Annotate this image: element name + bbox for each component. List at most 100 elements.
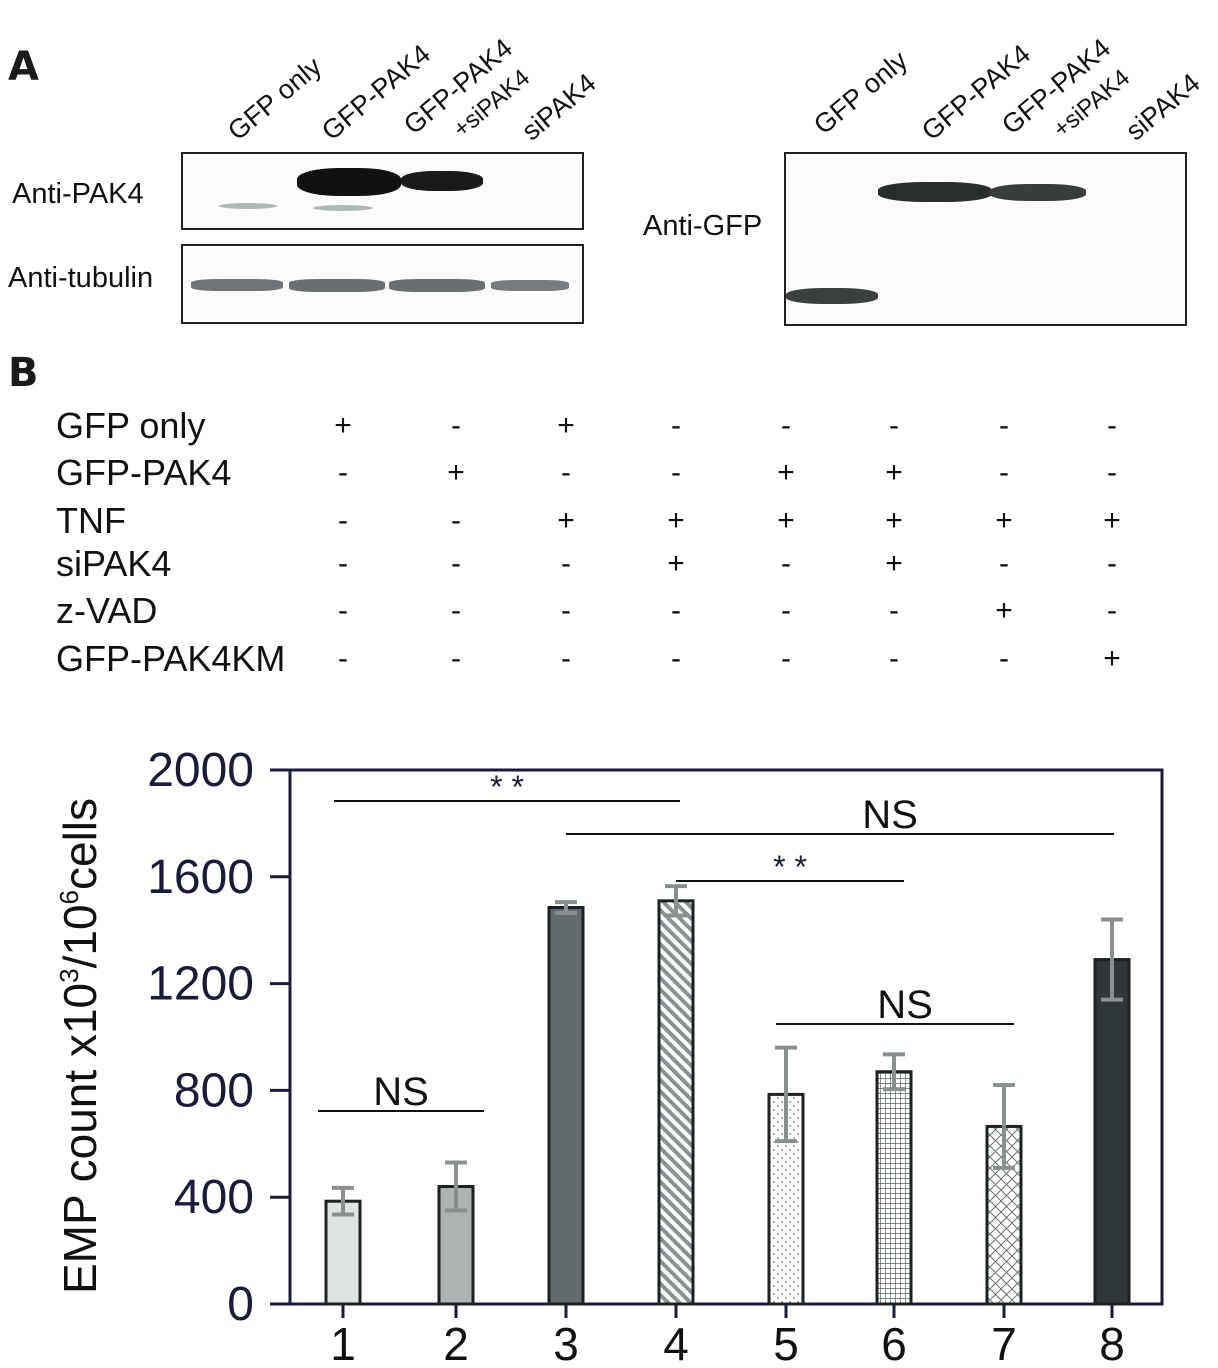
band — [219, 203, 277, 209]
treatment-sign: - — [1107, 456, 1117, 489]
treatment-sign: - — [671, 594, 681, 627]
y-tick-label: 1600 — [147, 851, 254, 904]
treatment-sign: - — [889, 594, 899, 627]
treatment-sign: - — [451, 642, 461, 675]
treatment-name: z-VAD — [56, 590, 158, 631]
plot-frame — [288, 768, 1164, 1306]
band — [786, 288, 878, 304]
treatment-sign: + — [885, 547, 903, 580]
anti-tubulin-blot — [181, 244, 584, 324]
band — [191, 279, 283, 291]
bar — [1093, 958, 1131, 1306]
treatment-sign: - — [671, 456, 681, 489]
y-tick-label: 800 — [174, 1064, 254, 1117]
treatment-sign: - — [1107, 547, 1117, 580]
y-axis-label-sup: 3 — [54, 968, 84, 982]
treatment-sign: + — [995, 594, 1013, 627]
lane-label: siPAK4 — [1120, 67, 1206, 147]
bar — [324, 1199, 362, 1306]
significance-label: NS — [877, 983, 933, 1027]
treatment-name: GFP-PAK4 — [56, 452, 232, 493]
x-tick-label: 3 — [553, 1318, 579, 1368]
treatment-sign: + — [667, 547, 685, 580]
treatment-sign: - — [338, 594, 348, 627]
anti-tubulin-label: Anti-tubulin — [8, 262, 154, 294]
treatment-sign: + — [557, 409, 575, 442]
y-axis-label: EMP count x103/106cells — [54, 798, 106, 1294]
band — [878, 182, 992, 202]
treatment-sign: - — [561, 456, 571, 489]
y-axis-label-part: cells — [54, 798, 106, 890]
treatment-sign: - — [338, 504, 348, 537]
x-tick-label: 2 — [443, 1318, 469, 1368]
y-tick-label: 0 — [227, 1278, 254, 1331]
bar — [657, 899, 695, 1306]
x-tick-label: 5 — [773, 1318, 799, 1368]
y-tick-label: 400 — [174, 1171, 254, 1224]
y-tick-label: 2000 — [147, 744, 254, 797]
x-tick-label: 6 — [881, 1318, 907, 1368]
treatment-name: TNF — [56, 500, 126, 541]
x-tick-label: 7 — [991, 1318, 1017, 1368]
anti-pak4-blot — [181, 152, 584, 230]
treatment-name: GFP-PAK4KM — [56, 638, 286, 679]
anti-pak4-label: Anti-PAK4 — [12, 178, 144, 210]
treatment-sign: - — [781, 642, 791, 675]
treatment-sign: - — [338, 547, 348, 580]
treatment-sign: + — [1103, 642, 1121, 675]
treatment-sign: + — [885, 504, 903, 537]
band — [313, 205, 373, 211]
x-tick-label: 8 — [1099, 1318, 1125, 1368]
y-axis-label-part: EMP count x10 — [54, 983, 106, 1294]
panel-label-a: A — [8, 44, 39, 90]
y-axis-label-sup: 6 — [54, 890, 84, 904]
treatment-sign: + — [447, 456, 465, 489]
treatment-sign: - — [889, 409, 899, 442]
treatment-sign: - — [999, 409, 1009, 442]
treatment-sign: - — [451, 594, 461, 627]
treatment-sign: + — [667, 504, 685, 537]
treatment-sign: - — [671, 409, 681, 442]
significance-label: NS — [862, 793, 918, 837]
treatment-sign: - — [451, 409, 461, 442]
treatment-sign: - — [451, 547, 461, 580]
treatment-sign: - — [561, 642, 571, 675]
significance-label: * * — [773, 849, 807, 885]
band — [297, 168, 401, 196]
treatment-sign: - — [561, 547, 571, 580]
treatment-sign: + — [777, 456, 795, 489]
panel-label-b: B — [8, 350, 39, 396]
treatment-sign: + — [334, 409, 352, 442]
treatment-name: siPAK4 — [56, 543, 172, 584]
treatment-sign: - — [451, 504, 461, 537]
treatment-sign: - — [889, 642, 899, 675]
band — [289, 279, 385, 292]
bar — [547, 906, 585, 1306]
bar-chart: 0 400 800 1200 1600 2000 EMP count x103/106cel… — [54, 744, 1164, 1368]
treatment-sign: + — [777, 504, 795, 537]
band — [491, 280, 569, 291]
significance-label: NS — [373, 1070, 429, 1114]
treatment-sign: - — [671, 642, 681, 675]
band — [401, 171, 483, 191]
treatment-sign: - — [338, 642, 348, 675]
treatment-sign: - — [999, 456, 1009, 489]
x-tick-label: 1 — [330, 1318, 356, 1368]
treatment-sign: - — [338, 456, 348, 489]
y-tick-label: 1200 — [147, 958, 254, 1011]
treatment-sign: + — [885, 456, 903, 489]
band — [389, 279, 485, 292]
lane-label: GFP only — [808, 45, 914, 141]
significance-label: * * — [490, 769, 524, 805]
treatment-sign: - — [781, 547, 791, 580]
treatment-sign: - — [1107, 409, 1117, 442]
bar — [875, 1070, 913, 1306]
treatment-sign: - — [1107, 594, 1117, 627]
anti-gfp-blot — [784, 152, 1187, 326]
lane-label: GFP only — [222, 51, 328, 147]
treatment-sign: - — [781, 594, 791, 627]
treatment-sign: - — [781, 409, 791, 442]
treatment-name: GFP only — [56, 405, 206, 446]
treatment-sign: + — [995, 504, 1013, 537]
x-tick-label: 4 — [663, 1318, 689, 1368]
